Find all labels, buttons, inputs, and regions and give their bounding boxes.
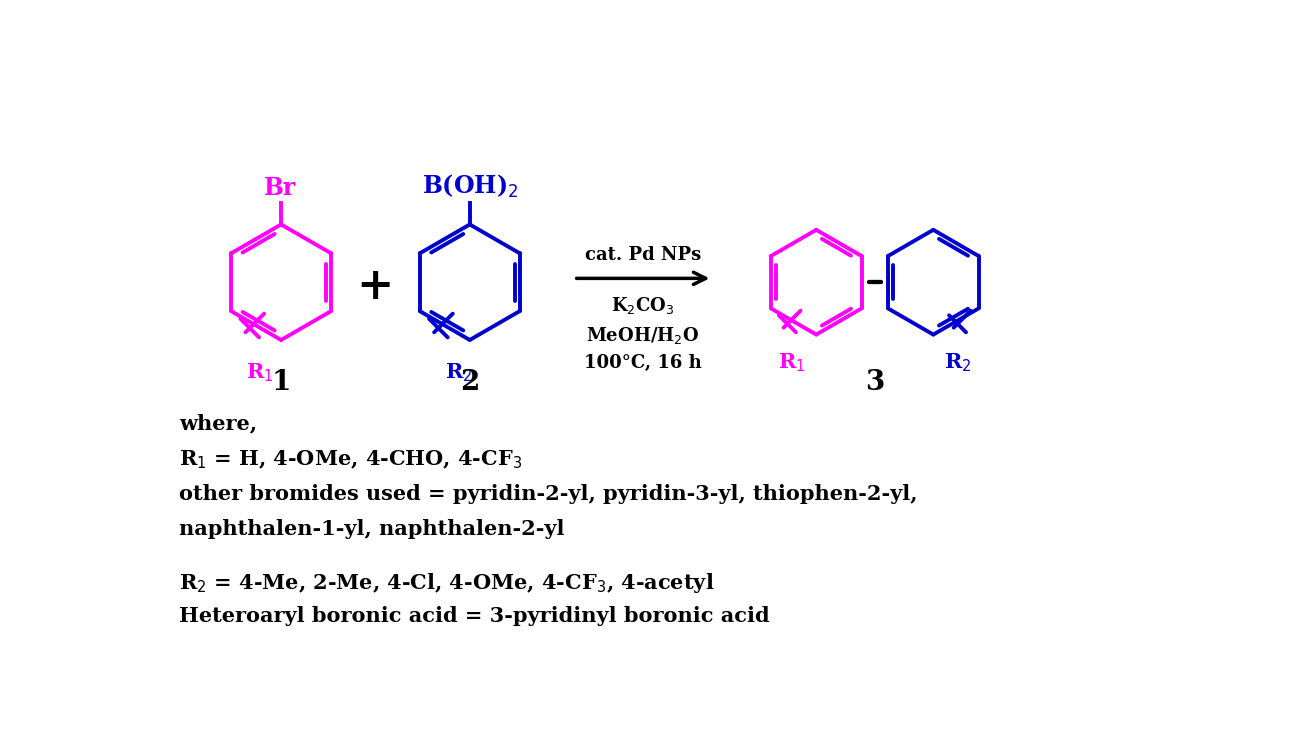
Text: B(OH)$_2$: B(OH)$_2$ xyxy=(422,173,518,200)
Text: MeOH/H$_2$O: MeOH/H$_2$O xyxy=(586,324,700,345)
Text: Heteroaryl boronic acid = 3-pyridinyl boronic acid: Heteroaryl boronic acid = 3-pyridinyl bo… xyxy=(179,606,770,627)
Text: R$_1$: R$_1$ xyxy=(246,361,273,384)
Text: K$_2$CO$_3$: K$_2$CO$_3$ xyxy=(612,296,674,316)
Text: 1: 1 xyxy=(271,369,291,396)
Text: R$_2$: R$_2$ xyxy=(944,351,972,374)
Text: 100°C, 16 h: 100°C, 16 h xyxy=(585,354,701,372)
Text: R$_1$: R$_1$ xyxy=(778,351,805,374)
Text: where,: where, xyxy=(179,413,257,433)
Text: cat. Pd NPs: cat. Pd NPs xyxy=(585,247,701,265)
Text: +: + xyxy=(356,265,394,308)
Text: R$_2$: R$_2$ xyxy=(444,361,472,384)
Text: R$_1$ = H, 4-OMe, 4-CHO, 4-CF$_3$: R$_1$ = H, 4-OMe, 4-CHO, 4-CF$_3$ xyxy=(179,449,522,470)
Text: other bromides used = pyridin-2-yl, pyridin-3-yl, thiophen-2-yl,: other bromides used = pyridin-2-yl, pyri… xyxy=(179,484,918,504)
Text: 2: 2 xyxy=(460,369,479,396)
Text: naphthalen-1-yl, naphthalen-2-yl: naphthalen-1-yl, naphthalen-2-yl xyxy=(179,520,565,539)
Text: Br: Br xyxy=(264,176,296,200)
Text: R$_2$ = 4-Me, 2-Me, 4-Cl, 4-OMe, 4-CF$_3$, 4-acetyl: R$_2$ = 4-Me, 2-Me, 4-Cl, 4-OMe, 4-CF$_3… xyxy=(179,571,714,595)
Text: 3: 3 xyxy=(865,369,885,396)
